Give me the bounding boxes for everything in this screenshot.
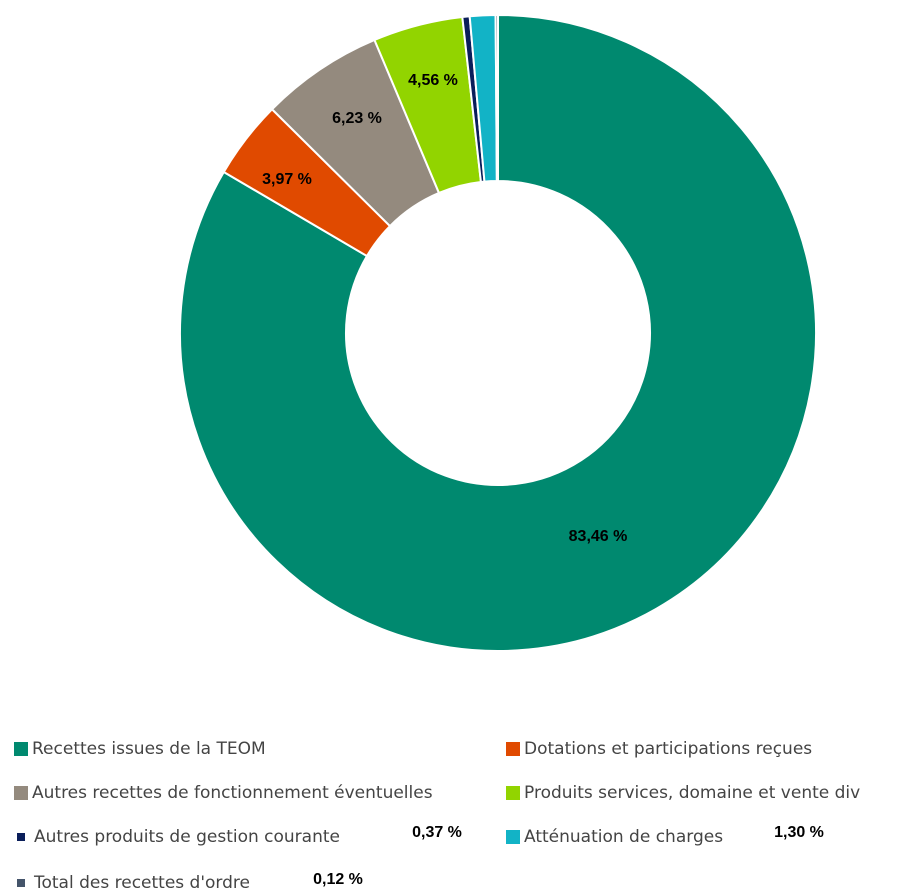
slice (179, 13, 817, 652)
legend-swatch (506, 786, 520, 800)
data-label: 3,97 % (262, 171, 312, 188)
legend-label: Atténuation de charges (524, 827, 723, 847)
data-label: 6,23 % (332, 110, 382, 127)
legend-swatch (506, 742, 520, 756)
data-label: 0,37 % (412, 824, 462, 841)
legend-label: Produits services, domaine et vente div (524, 783, 860, 803)
legend-swatch (14, 742, 28, 756)
data-label: 0,12 % (313, 871, 363, 888)
legend-swatch (17, 833, 25, 841)
legend-label: Autres produits de gestion courante (34, 827, 340, 847)
legend-label: Dotations et participations reçues (524, 739, 812, 759)
slice (494, 13, 499, 183)
legend-label: Total des recettes d'ordre (33, 873, 250, 890)
legend-label: Recettes issues de la TEOM (32, 739, 266, 759)
legend-swatch (17, 879, 25, 887)
data-label: 83,46 % (569, 528, 628, 545)
data-label: 4,56 % (408, 72, 458, 89)
legend-label: Autres recettes de fonctionnement éventu… (32, 783, 433, 803)
legend-swatch (506, 830, 520, 844)
data-label: 1,30 % (774, 824, 824, 841)
legend-swatch (14, 786, 28, 800)
